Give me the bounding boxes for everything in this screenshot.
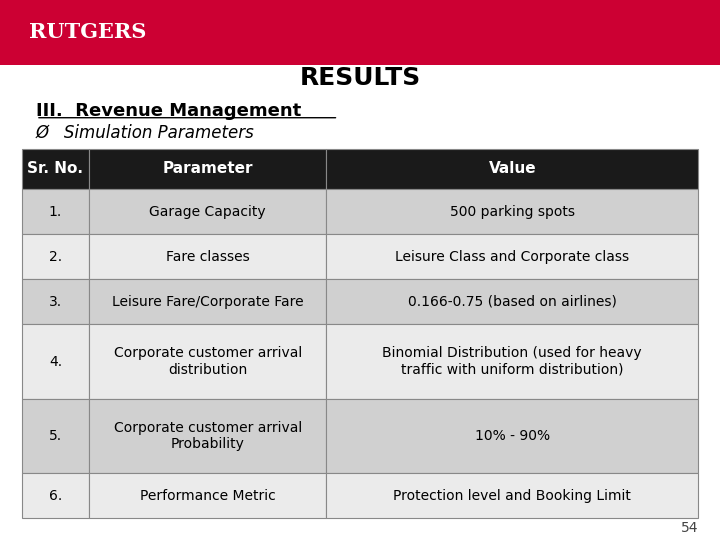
Bar	[89, 234, 326, 279]
Text: Value: Value	[488, 161, 536, 176]
Text: RUTGERS: RUTGERS	[29, 22, 146, 43]
Text: III.  Revenue Management: III. Revenue Management	[36, 102, 301, 120]
Bar	[89, 148, 326, 189]
Text: 2.: 2.	[49, 249, 62, 264]
Text: Ø   Simulation Parameters: Ø Simulation Parameters	[36, 123, 255, 141]
Bar	[22, 473, 89, 518]
Text: Garage Capacity: Garage Capacity	[150, 205, 266, 219]
Bar	[326, 473, 698, 518]
Text: 4.: 4.	[49, 355, 62, 369]
Text: Corporate customer arrival
distribution: Corporate customer arrival distribution	[114, 347, 302, 377]
Text: 3.: 3.	[49, 295, 62, 309]
Bar	[22, 325, 89, 399]
Text: 6.: 6.	[49, 489, 62, 503]
Bar	[89, 189, 326, 234]
Text: 1.: 1.	[49, 205, 62, 219]
Text: RESULTS: RESULTS	[300, 66, 420, 90]
Text: Leisure Class and Corporate class: Leisure Class and Corporate class	[395, 249, 629, 264]
Bar	[22, 148, 89, 189]
Bar	[326, 189, 698, 234]
Text: Binomial Distribution (used for heavy
traffic with uniform distribution): Binomial Distribution (used for heavy tr…	[382, 347, 642, 377]
Bar	[89, 473, 326, 518]
Bar	[22, 234, 89, 279]
Bar	[0, 0, 720, 65]
Text: Protection level and Booking Limit: Protection level and Booking Limit	[393, 489, 631, 503]
Text: 10% - 90%: 10% - 90%	[474, 429, 550, 443]
Text: Corporate customer arrival
Probability: Corporate customer arrival Probability	[114, 421, 302, 451]
Bar	[326, 148, 698, 189]
Text: Performance Metric: Performance Metric	[140, 489, 276, 503]
Text: Leisure Fare/Corporate Fare: Leisure Fare/Corporate Fare	[112, 295, 304, 309]
Text: 54: 54	[681, 521, 698, 535]
Text: Fare classes: Fare classes	[166, 249, 250, 264]
Bar	[89, 399, 326, 473]
Text: Parameter: Parameter	[163, 161, 253, 176]
Bar	[22, 279, 89, 325]
Bar	[22, 399, 89, 473]
Bar	[326, 399, 698, 473]
Bar	[326, 325, 698, 399]
Bar	[89, 279, 326, 325]
Text: 5.: 5.	[49, 429, 62, 443]
Text: 500 parking spots: 500 parking spots	[450, 205, 575, 219]
Text: Sr. No.: Sr. No.	[27, 161, 84, 176]
Bar	[22, 189, 89, 234]
Text: 0.166-0.75 (based on airlines): 0.166-0.75 (based on airlines)	[408, 295, 617, 309]
Bar	[326, 234, 698, 279]
Bar	[89, 325, 326, 399]
Bar	[326, 279, 698, 325]
